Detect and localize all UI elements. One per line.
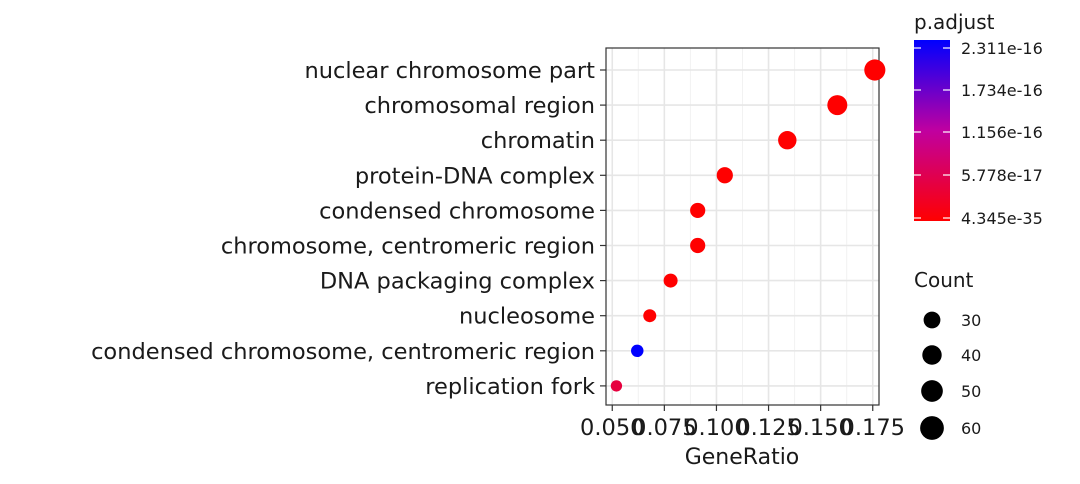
color-bar-ticks: 2.311e-16 1.734e-16 1.156e-16 5.778e-17 4.34… — [914, 39, 1043, 228]
color-legend-title: p.adjust — [914, 10, 995, 34]
y-tick-label: nucleosome — [459, 304, 595, 330]
data-point — [864, 59, 886, 81]
data-point — [663, 273, 678, 288]
x-tick-label: 0.150 — [788, 415, 852, 441]
y-axis: nuclear chromosome part chromosomal regio… — [91, 58, 606, 400]
size-legend-title: Count — [914, 268, 974, 292]
size-legend-keys: 30 40 50 60 — [920, 311, 981, 440]
y-tick-label: replication fork — [425, 374, 595, 400]
plot-panel-border — [605, 47, 880, 406]
y-tick-label: chromosomal region — [364, 93, 595, 119]
color-bar-label: 5.778e-17 — [961, 166, 1043, 185]
y-tick-label: DNA packaging complex — [320, 269, 595, 295]
y-tick-label: protein-DNA complex — [355, 163, 595, 189]
color-bar-label: 4.345e-35 — [961, 209, 1043, 228]
color-legend: p.adjust 2.311e-16 1.734e-16 1.156e-16 5.77… — [914, 10, 1043, 228]
color-bar-label: 1.734e-16 — [961, 81, 1043, 100]
size-legend-label: 60 — [961, 419, 981, 438]
data-point — [778, 131, 797, 150]
data-point — [643, 309, 657, 323]
y-tick-label: condensed chromosome, centromeric region — [91, 339, 595, 365]
data-point — [631, 344, 644, 358]
data-point — [690, 237, 706, 254]
color-bar-label: 1.156e-16 — [961, 123, 1043, 142]
size-legend-label: 30 — [961, 311, 981, 330]
data-points — [610, 59, 886, 392]
y-tick-label: nuclear chromosome part — [304, 58, 595, 84]
x-tick-label: 0.125 — [736, 415, 800, 441]
x-tick-label: 0.075 — [632, 415, 696, 441]
color-bar-label: 2.311e-16 — [961, 39, 1043, 58]
size-legend-dot — [923, 311, 941, 329]
x-tick-label: 0.050 — [580, 415, 644, 441]
data-point — [690, 202, 706, 218]
size-legend-label: 50 — [961, 382, 981, 401]
x-tick-label: 0.175 — [841, 415, 905, 441]
data-point — [716, 167, 733, 184]
color-bar — [914, 40, 950, 221]
y-tick-label: condensed chromosome — [319, 198, 595, 224]
data-point — [610, 380, 623, 392]
data-point — [827, 95, 848, 116]
y-tick-label: chromosome, centromeric region — [221, 234, 595, 260]
size-legend-dot — [920, 416, 944, 440]
x-tick-label: 0.100 — [684, 415, 748, 441]
size-legend-dot — [921, 380, 943, 402]
size-legend: Count 30 40 50 60 — [914, 268, 981, 440]
x-axis-title: GeneRatio — [685, 445, 800, 470]
size-legend-dot — [922, 345, 942, 365]
y-tick-label: chromatin — [481, 128, 595, 154]
size-legend-label: 40 — [961, 346, 981, 365]
